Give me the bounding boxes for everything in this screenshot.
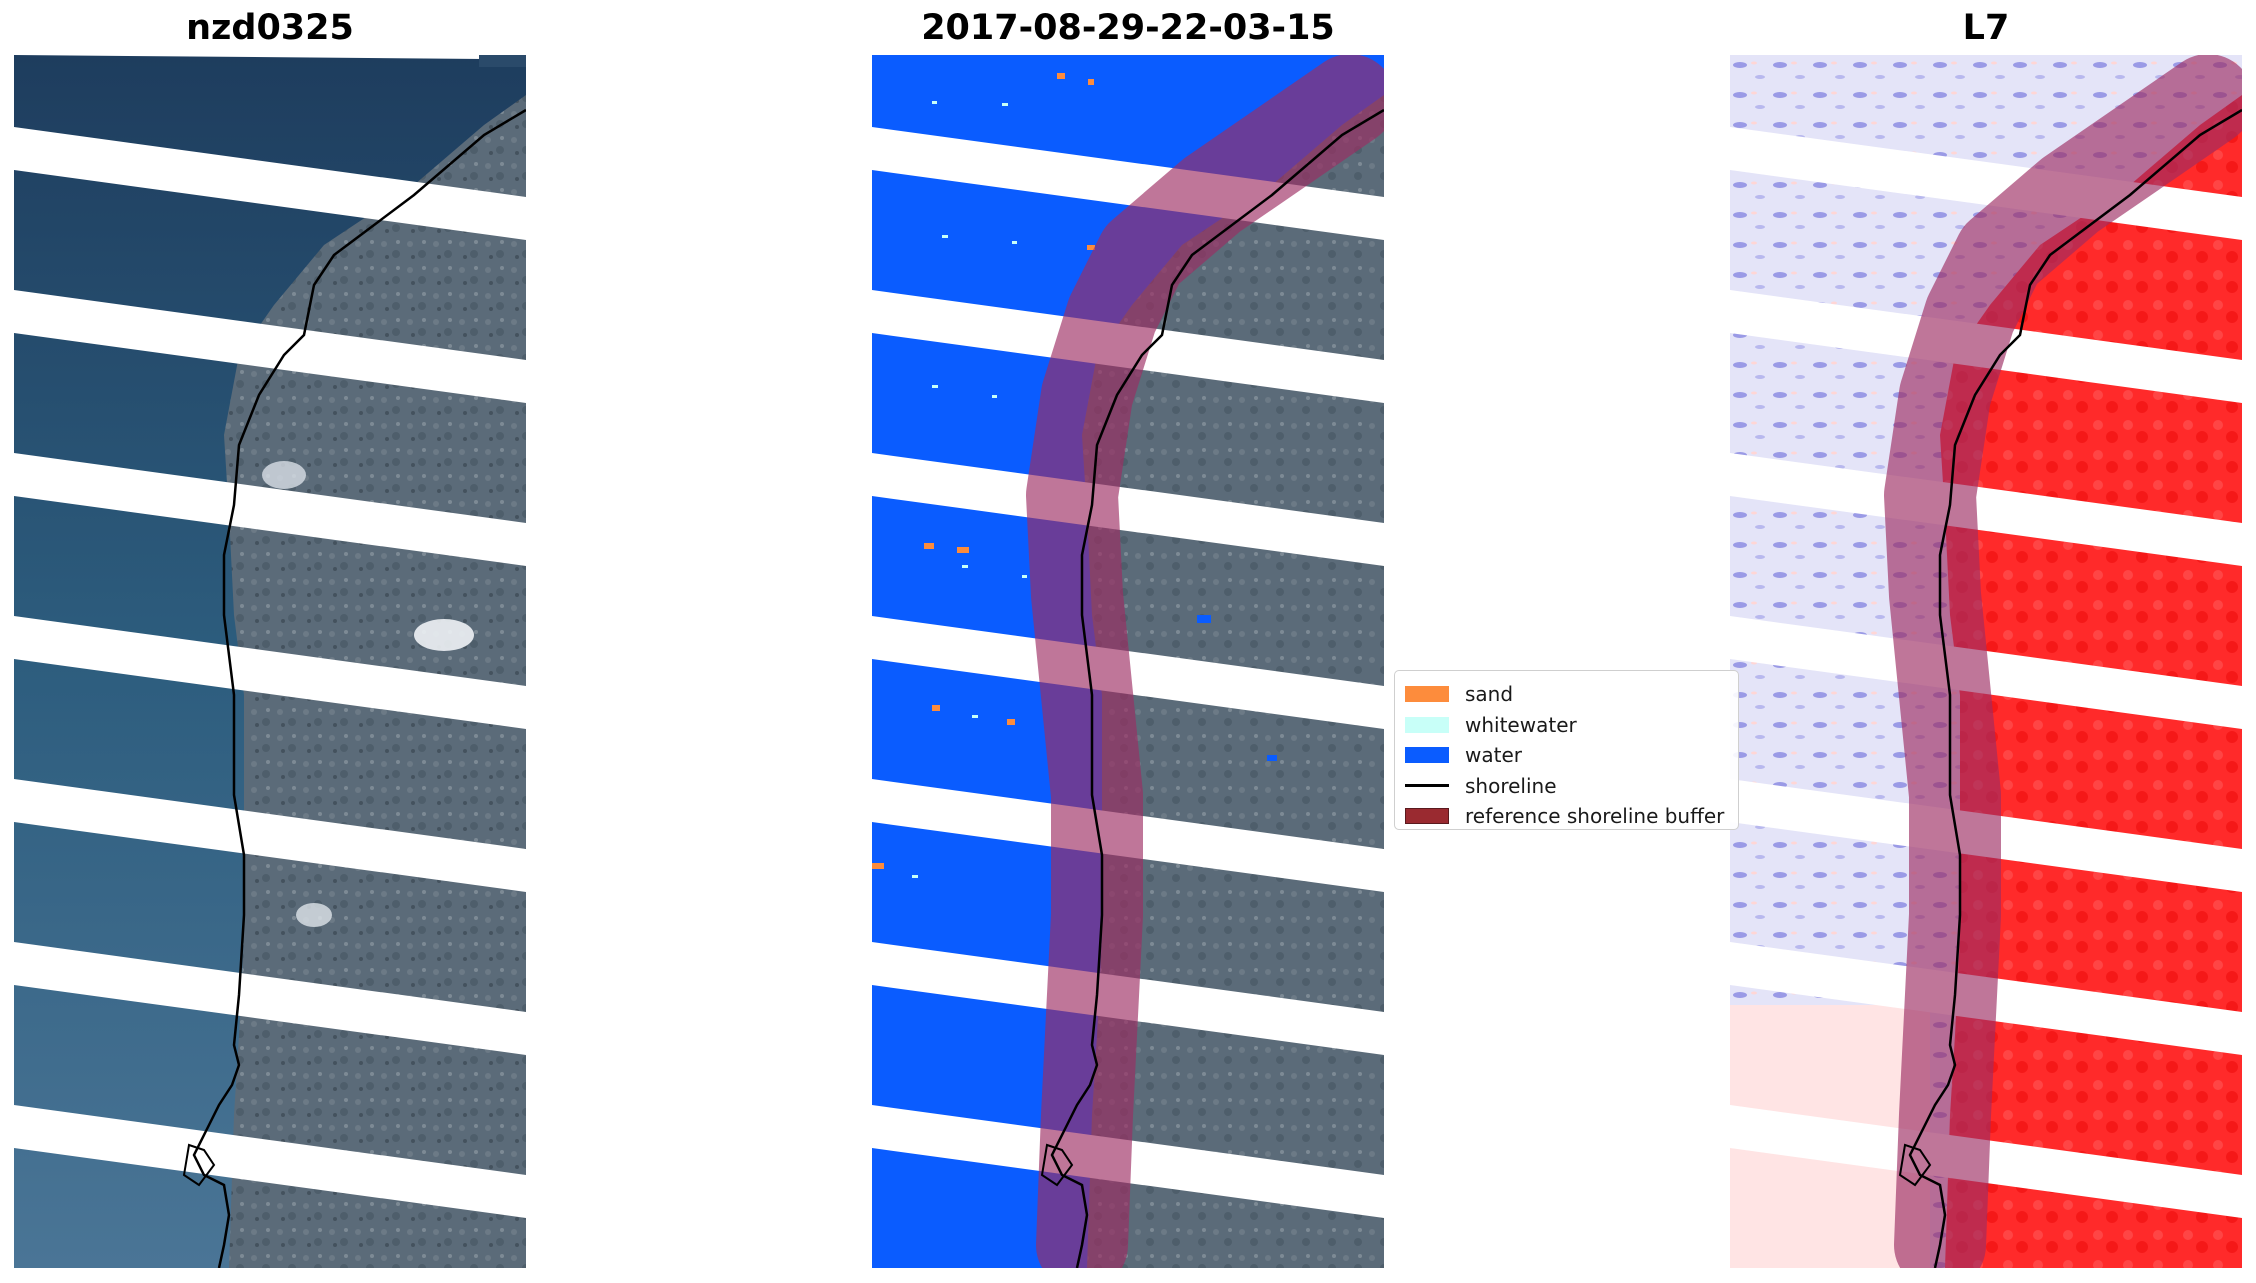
panel-title-classified: 2017-08-29-22-03-15 bbox=[921, 8, 1335, 48]
legend-item-shoreline: shoreline bbox=[1405, 771, 1728, 802]
buffer-swatch-icon bbox=[1405, 808, 1449, 825]
legend-label: shoreline bbox=[1465, 773, 1557, 798]
sand-swatch-icon bbox=[1405, 686, 1449, 703]
whitewater-swatch-icon bbox=[1405, 716, 1449, 733]
legend-item-sand: sand bbox=[1405, 679, 1728, 710]
panel-title-rgb: nzd0325 bbox=[186, 8, 354, 48]
legend-item-water: water bbox=[1405, 740, 1728, 771]
legend-label: water bbox=[1465, 743, 1522, 768]
legend-item-reference-shoreline-buffer: reference shoreline buffer bbox=[1405, 801, 1728, 832]
shoreline-line-icon bbox=[1405, 784, 1449, 788]
rgb-satellite-image bbox=[14, 55, 526, 1268]
legend-label: whitewater bbox=[1465, 712, 1577, 737]
water-swatch-icon bbox=[1405, 747, 1449, 764]
legend-label: sand bbox=[1465, 682, 1514, 707]
legend: sand whitewater water shoreline referenc… bbox=[1394, 670, 1739, 830]
classified-image bbox=[872, 55, 1384, 1268]
legend-item-whitewater: whitewater bbox=[1405, 710, 1728, 741]
legend-label: reference shoreline buffer bbox=[1465, 804, 1725, 829]
panel-title-index: L7 bbox=[1962, 8, 2010, 48]
index-image bbox=[1730, 55, 2242, 1268]
